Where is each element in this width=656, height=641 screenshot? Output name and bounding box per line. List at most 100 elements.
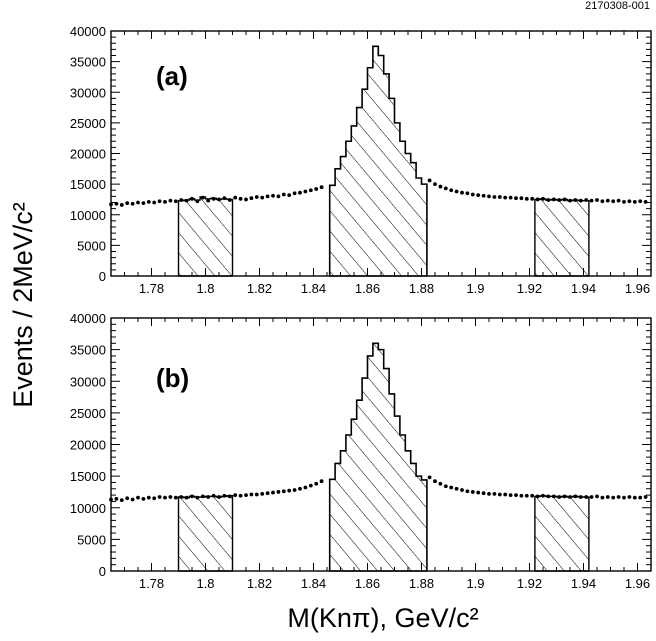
data-point-a-42	[438, 184, 443, 189]
x-tick-label-b: 1.9	[466, 576, 484, 591]
data-point-b-61	[541, 493, 545, 498]
data-point-b-60	[535, 494, 540, 499]
data-point-b-9	[157, 495, 162, 499]
data-point-a-10	[163, 199, 167, 204]
data-point-b-55	[508, 493, 513, 497]
y-tick-label-b: 40000	[70, 311, 106, 326]
data-point-b-27	[254, 492, 259, 497]
data-point-a-50	[481, 193, 486, 198]
data-point-b-34	[292, 488, 297, 492]
data-point-a-35	[298, 190, 302, 195]
panel-label-b: (b)	[156, 363, 189, 393]
data-point-b-58	[524, 493, 529, 498]
data-point-b-75	[616, 495, 621, 499]
data-point-b-70	[589, 495, 594, 499]
data-point-b-73	[605, 495, 610, 499]
data-point-b-52	[492, 491, 497, 496]
data-point-b-16	[195, 495, 200, 500]
data-point-a-3	[125, 201, 130, 206]
x-tick-label-a: 1.88	[409, 281, 434, 296]
data-point-a-47	[465, 191, 470, 196]
data-point-a-78	[632, 199, 637, 204]
data-point-b-24	[238, 493, 243, 498]
data-point-b-72	[600, 495, 605, 500]
data-point-a-38	[314, 187, 319, 191]
data-point-a-61	[541, 196, 545, 201]
data-point-a-54	[503, 195, 508, 200]
x-tick-label-b: 1.92	[517, 576, 542, 591]
y-tick-label-a: 10000	[70, 208, 106, 223]
x-tick-label-b: 1.88	[409, 576, 434, 591]
data-point-b-13	[179, 495, 184, 499]
data-point-a-37	[308, 188, 313, 193]
data-point-a-21	[222, 196, 227, 201]
data-point-a-25	[244, 197, 248, 202]
data-point-a-68	[578, 198, 583, 203]
data-point-a-53	[497, 195, 502, 199]
data-point-a-58	[524, 196, 529, 201]
signal-histogram-b	[328, 342, 428, 572]
data-point-a-19	[211, 196, 216, 201]
data-point-a-6	[141, 201, 146, 206]
data-point-a-63	[551, 197, 556, 202]
data-point-a-14	[184, 198, 189, 203]
x-tick-label-b: 1.86	[355, 576, 380, 591]
data-point-a-64	[557, 198, 562, 202]
sideband-region-low-b	[177, 495, 234, 572]
data-point-b-11	[168, 495, 173, 499]
data-point-a-52	[492, 195, 497, 199]
data-point-b-69	[584, 495, 589, 499]
y-tick-label-b: 5000	[77, 532, 106, 547]
data-point-b-47	[465, 489, 470, 494]
data-point-b-4	[130, 497, 135, 502]
data-point-b-12	[173, 495, 178, 500]
sideband-region-high-b	[534, 495, 590, 572]
data-point-b-28	[260, 491, 265, 496]
data-point-a-79	[638, 199, 643, 204]
data-point-a-16	[195, 199, 200, 204]
data-point-b-2	[119, 498, 124, 503]
x-axis-title: M(Knπ), GeV/c²	[287, 603, 478, 633]
x-tick-label-b: 1.84	[301, 576, 326, 591]
data-point-a-13	[179, 198, 184, 202]
data-point-a-51	[487, 194, 491, 199]
data-point-b-44	[449, 485, 454, 490]
data-point-b-65	[562, 494, 567, 499]
data-point-a-56	[514, 196, 518, 201]
data-point-b-18	[206, 495, 211, 499]
sideband-region-low-a	[177, 196, 234, 277]
data-point-a-30	[271, 193, 275, 198]
data-point-a-23	[233, 195, 238, 200]
data-point-a-28	[260, 195, 265, 200]
data-point-b-33	[287, 488, 292, 493]
data-point-b-35	[298, 486, 302, 491]
data-point-b-29	[265, 491, 270, 496]
data-point-a-73	[605, 198, 610, 203]
y-tick-label-b: 10000	[70, 501, 106, 516]
y-tick-label-b: 15000	[70, 469, 106, 484]
data-point-a-20	[217, 197, 221, 202]
panel-a: 1.78 1.8 1.82 1.84 1.86 1.88 1.9 1.92 1.94 1.96 0 5…	[70, 24, 652, 296]
data-point-a-66	[568, 198, 572, 203]
data-point-b-17	[200, 494, 205, 499]
data-point-b-77	[627, 495, 632, 499]
data-point-a-76	[622, 199, 626, 204]
data-point-b-42	[438, 481, 443, 486]
data-point-b-41	[433, 479, 437, 484]
data-point-b-59	[530, 493, 535, 498]
data-point-a-77	[627, 199, 632, 204]
data-point-a-75	[616, 198, 621, 203]
data-point-b-30	[271, 490, 275, 495]
data-point-a-24	[238, 196, 243, 201]
data-point-a-31	[276, 194, 281, 199]
panel-b: 1.78 1.8 1.82 1.84 1.86 1.88 1.9 1.92 1.94 1.96 0 5…	[70, 311, 652, 591]
data-point-a-18	[206, 198, 211, 203]
data-point-a-32	[281, 192, 286, 197]
y-tick-label-a: 30000	[70, 85, 106, 100]
data-point-b-74	[611, 495, 616, 500]
signal-histogram-a	[328, 45, 428, 277]
x-tick-label-a: 1.94	[571, 281, 596, 296]
x-tick-label-b: 1.96	[625, 576, 650, 591]
data-point-a-33	[287, 193, 292, 198]
